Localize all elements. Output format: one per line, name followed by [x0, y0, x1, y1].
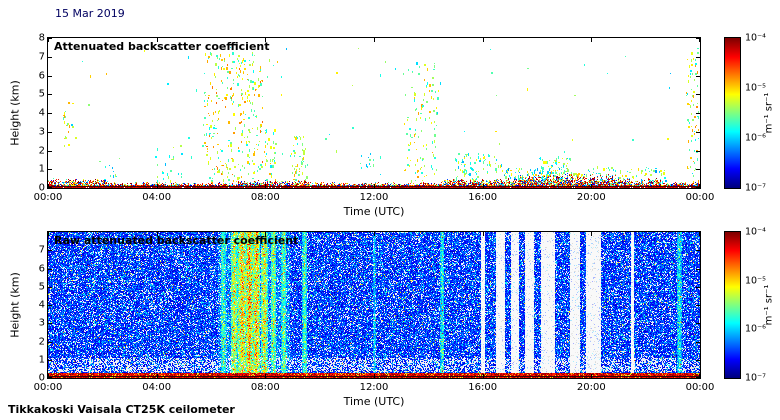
- raw-backscatter-panel: Raw attenuated backscatter coefficient: [47, 231, 701, 379]
- colorbar-bottom-ticks: 10⁻⁴ 10⁻⁵ 10⁻⁶ 10⁻⁷: [745, 227, 777, 384]
- y-axis-ticks-top: 0 1 2 3 4 5 6 7 8: [29, 33, 45, 194]
- y-tick-label: 7: [38, 51, 45, 63]
- x-tick-label: 20:00: [576, 192, 606, 203]
- attenuated-backscatter-heatmap: [48, 38, 700, 188]
- x-tick-label: 00:00: [33, 192, 63, 203]
- x-axis-label-bottom: Time (UTC): [343, 395, 405, 408]
- colorbar-top-gradient: [725, 38, 740, 188]
- x-tick-label: 16:00: [468, 382, 498, 393]
- y-tick-label: 0: [38, 372, 45, 384]
- x-tick-label: 08:00: [250, 192, 280, 203]
- y-tick-label: 4: [38, 107, 45, 119]
- x-axis-label-top: Time (UTC): [343, 205, 405, 218]
- colorbar-top-ticks: 10⁻⁴ 10⁻⁵ 10⁻⁶ 10⁻⁷: [745, 33, 777, 194]
- date-label: 15 Mar 2019: [55, 7, 125, 20]
- x-axis-ticks-top: 00:00 04:00 08:00 12:00 16:00 20:00 00:00: [34, 192, 715, 204]
- x-tick-label: 00:00: [685, 192, 715, 203]
- y-tick-label: 3: [38, 126, 45, 138]
- y-tick-label: 7: [38, 244, 45, 256]
- colorbar-tick-label: 10⁻⁵: [745, 275, 766, 287]
- y-tick-label: 3: [38, 317, 45, 329]
- y-tick-label: 6: [38, 70, 45, 81]
- x-tick-label: 12:00: [359, 192, 389, 203]
- y-tick-label: 8: [38, 32, 45, 44]
- colorbar-tick-label: 10⁻⁷: [745, 372, 766, 384]
- colorbar-tick-label: 10⁻⁴: [745, 226, 766, 238]
- y-tick-label: 5: [38, 88, 45, 100]
- y-tick-label: 1: [38, 354, 45, 366]
- y-axis-label-bottom: Height (km): [8, 272, 22, 338]
- x-tick-label: 12:00: [359, 382, 389, 393]
- y-tick-label: 1: [38, 163, 45, 175]
- x-axis-ticks-bottom: 00:00 04:00 08:00 12:00 16:00 20:00 00:00: [34, 382, 715, 394]
- y-tick-label: 4: [38, 299, 45, 311]
- x-tick-label: 16:00: [468, 192, 498, 203]
- colorbar-tick-label: 10⁻⁶: [745, 132, 766, 144]
- y-tick-label: 6: [38, 263, 45, 274]
- x-tick-label: 00:00: [33, 382, 63, 393]
- instrument-caption: Tikkakoski Vaisala CT25K ceilometer: [8, 403, 235, 416]
- colorbar-bottom: [724, 231, 741, 379]
- colorbar-tick-label: 10⁻⁴: [745, 32, 766, 44]
- colorbar-bottom-gradient: [725, 232, 740, 378]
- y-axis-label-top: Height (km): [8, 80, 22, 146]
- x-tick-label: 04:00: [142, 382, 172, 393]
- y-tick-label: 2: [38, 336, 45, 347]
- raw-backscatter-title: Raw attenuated backscatter coefficient: [54, 234, 299, 247]
- colorbar-tick-label: 10⁻⁶: [745, 323, 766, 335]
- colorbar-top: [724, 37, 741, 189]
- x-tick-label: 00:00: [685, 382, 715, 393]
- x-tick-label: 04:00: [142, 192, 172, 203]
- colorbar-tick-label: 10⁻⁵: [745, 82, 766, 94]
- colorbar-bottom-unit-label: m⁻¹ sr⁻¹: [763, 284, 775, 326]
- colorbar-tick-label: 10⁻⁷: [745, 182, 766, 194]
- attenuated-backscatter-panel: Attenuated backscatter coefficient: [47, 37, 701, 189]
- y-tick-label: 5: [38, 281, 45, 293]
- x-tick-label: 20:00: [576, 382, 606, 393]
- attenuated-backscatter-title: Attenuated backscatter coefficient: [54, 40, 270, 53]
- y-tick-label: 2: [38, 145, 45, 156]
- y-tick-label: 0: [38, 182, 45, 194]
- x-tick-label: 08:00: [250, 382, 280, 393]
- colorbar-top-unit-label: m⁻¹ sr⁻¹: [763, 92, 775, 134]
- y-axis-ticks-bottom: 0 1 2 3 4 5 6 7: [29, 232, 45, 384]
- raw-backscatter-heatmap: [48, 232, 700, 378]
